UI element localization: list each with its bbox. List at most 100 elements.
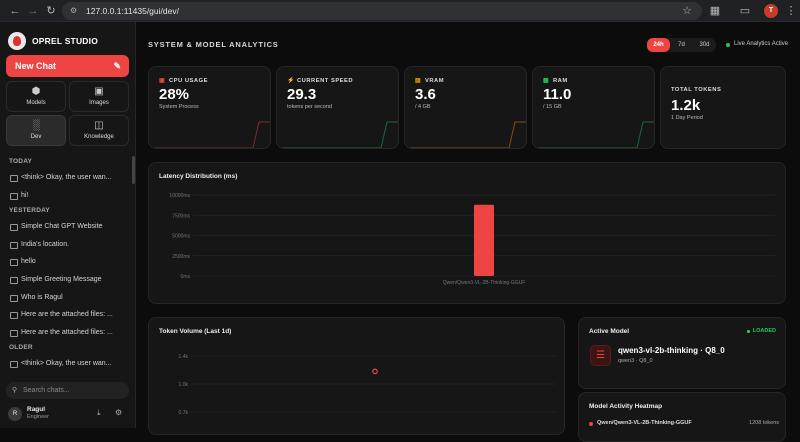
stat-card-vram: ▤ VRAM 3.6 / 4 GB <box>404 66 527 149</box>
history-group-older: OLDER <box>9 344 33 352</box>
chart-title: Token Volume (Last 1d) <box>159 328 232 335</box>
model-name: qwen3-vl-2b-thinking · Q8_0 <box>618 346 725 355</box>
y-tick-label: 7500ms <box>172 213 190 219</box>
user-profile[interactable]: R Ragul Engineer ⤓ ⚙ <box>8 406 130 424</box>
image-icon: ▣ <box>94 86 104 97</box>
stat-card-total-tokens: TOTAL TOKENS 1.2k 1 Day Period <box>660 66 786 149</box>
page-title: SYSTEM & MODEL ANALYTICS <box>148 40 279 49</box>
stat-sub: / 4 GB <box>415 104 431 110</box>
speed-sparkline <box>277 121 398 148</box>
model-sub: qwen3 · Q8_0 <box>618 358 653 364</box>
x-tick-label: Qwen/Qwen3-VL-2B-Thinking-GGUF <box>443 280 526 286</box>
back-icon[interactable]: ← <box>9 5 21 17</box>
cast-icon[interactable]: ▭ <box>739 5 751 17</box>
stat-label: CPU USAGE <box>169 78 208 84</box>
heatmap-dot <box>589 422 593 426</box>
range-30d[interactable]: 30d <box>699 42 710 48</box>
stat-sub: System Process <box>159 104 199 110</box>
y-tick-label: 5000ms <box>172 234 190 240</box>
stat-label: VRAM <box>425 78 445 84</box>
y-tick-label: 2500ms <box>172 254 190 260</box>
nav-label: Dev <box>30 134 42 140</box>
sidebar-scrollbar[interactable] <box>132 156 135 184</box>
brand: OPREL STUDIO <box>8 32 98 50</box>
card-title: Active Model <box>589 328 630 335</box>
nav-images[interactable]: ▣ Images <box>69 81 129 112</box>
history-item[interactable]: Who is Ragul <box>0 289 136 307</box>
stat-sub: / 15 GB <box>543 104 562 110</box>
stat-value: 11.0 <box>543 86 572 103</box>
stat-value: 29.3 <box>287 86 317 103</box>
token-volume-card: Token Volume (Last 1d) 1.4k 1.0k 0.7k <box>148 317 565 435</box>
y-tick-label: 0.7k <box>179 410 189 416</box>
active-model-card: Active Model LOADED ☰ qwen3-vl-2b-thinki… <box>578 317 786 389</box>
history-item[interactable]: India's location. <box>0 236 136 254</box>
search-chats-input[interactable]: ⚲ Search chats... <box>6 382 129 399</box>
stat-value: 28% <box>159 86 190 103</box>
history-item[interactable]: hello <box>0 253 136 271</box>
search-placeholder: Search chats... <box>23 387 70 394</box>
range-24h[interactable]: 24h <box>647 38 670 52</box>
status-badge: LOADED <box>746 328 776 334</box>
reload-icon[interactable]: ↻ <box>46 5 56 17</box>
nav-models[interactable]: ⬢ Models <box>6 81 66 112</box>
gear-icon[interactable]: ⚙ <box>115 408 123 417</box>
nav-knowledge[interactable]: ◫ Knowledge <box>69 115 129 146</box>
nav-label: Images <box>89 100 109 106</box>
chat-history: TODAY <think> Okay, the user wan... hi! … <box>0 155 136 373</box>
nav-label: Knowledge <box>84 134 114 140</box>
history-item[interactable]: <think> Okay, the user wan... <box>0 169 136 187</box>
data-point <box>372 368 378 375</box>
forward-icon[interactable]: → <box>27 5 39 17</box>
search-icon: ⚲ <box>12 387 18 394</box>
nav-label: Models <box>26 100 46 106</box>
stat-value: 1.2k <box>671 97 701 114</box>
activity-heatmap-card: Model Activity Heatmap Qwen/Qwen3-VL-2B-… <box>578 392 786 442</box>
nav-dev[interactable]: ░ Dev <box>6 115 66 146</box>
bolt-icon: ⚡ <box>287 78 295 84</box>
logo-icon <box>8 32 26 50</box>
heatmap-tokens: 1208 tokens <box>749 420 779 426</box>
sidebar: OPREL STUDIO New Chat ✎ ⬢ Models ▣ Images … <box>0 22 136 428</box>
range-7d[interactable]: 7d <box>678 42 685 48</box>
extensions-icon[interactable]: ▦ <box>709 5 721 17</box>
new-chat-button[interactable]: New Chat ✎ <box>6 55 129 77</box>
stat-label: CURRENT SPEED <box>297 78 354 84</box>
menu-icon[interactable]: ⋮ <box>785 5 797 17</box>
download-icon[interactable]: ⤓ <box>97 408 101 417</box>
history-item[interactable]: Here are the attached files: ... <box>0 324 136 342</box>
stat-value: 3.6 <box>415 86 436 103</box>
url-text: 127.0.0.1:11435/gui/dev/ <box>86 6 179 16</box>
history-item[interactable]: Simple Chat GPT Website <box>0 218 136 236</box>
new-chat-label: New Chat <box>15 61 57 71</box>
history-item[interactable]: Simple Greeting Message <box>0 271 136 289</box>
y-tick-label: 1.0k <box>179 382 189 388</box>
layers-icon: ☰ <box>590 345 611 366</box>
brand-name: OPREL STUDIO <box>32 36 99 46</box>
profile-avatar[interactable]: T <box>764 4 778 18</box>
star-icon[interactable]: ☆ <box>682 5 692 17</box>
history-item[interactable]: hi! <box>0 187 136 205</box>
latency-chart-card: Latency Distribution (ms) 10000ms 7500ms 5… <box>148 162 786 304</box>
cube-icon: ⬢ <box>31 86 41 97</box>
ram-sparkline <box>533 121 654 148</box>
stat-sub: tokens per second <box>287 104 332 110</box>
stat-label: TOTAL TOKENS <box>671 87 722 93</box>
history-item[interactable]: <think> Okay, the user wan... <box>0 355 136 373</box>
bar-chart-icon: ░ <box>32 120 40 131</box>
chart-title: Latency Distribution (ms) <box>159 173 238 180</box>
time-range-selector: 24h 7d 30d <box>647 38 716 52</box>
y-tick-label: 0ms <box>181 274 191 280</box>
history-group-yesterday: YESTERDAY <box>9 207 50 215</box>
live-status: Live Analytics Active <box>726 41 788 47</box>
avatar: R <box>8 407 22 421</box>
cpu-sparkline <box>149 121 270 148</box>
memory-icon: ▦ <box>543 78 550 84</box>
address-bar[interactable]: ⚙ 127.0.0.1:11435/gui/dev/ <box>62 2 702 20</box>
vram-sparkline <box>405 121 526 148</box>
history-item[interactable]: Here are the attached files: ... <box>0 306 136 324</box>
site-info-icon[interactable]: ⚙ <box>70 6 78 15</box>
chip-icon: ▤ <box>415 78 422 84</box>
y-tick-label: 10000ms <box>169 193 190 199</box>
sidebar-nav: ⬢ Models ▣ Images ░ Dev ◫ Knowledge <box>6 81 129 146</box>
